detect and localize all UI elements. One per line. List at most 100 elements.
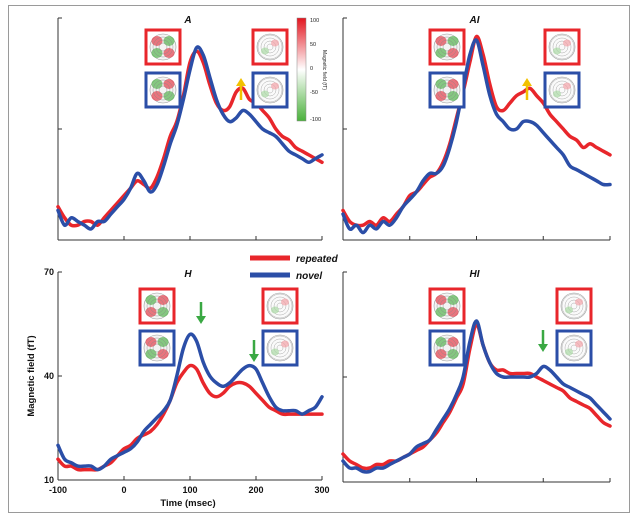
colorbar-title: Magnetic field (fT) [321,50,327,90]
contour-line [152,79,174,101]
topomap-ai-late-repeated [543,28,581,66]
contour-line [263,83,277,97]
arrow-head [236,78,246,86]
topomap-h-early-repeated [138,287,176,325]
contour-line [564,296,584,316]
contour-line [270,296,290,316]
x-tick-label: 100 [182,485,197,495]
negative-field-blob [447,91,459,101]
y-tick-label: 10 [44,475,54,485]
topomap-h-late-repeated [261,287,299,325]
positive-field-blob [157,349,169,359]
x-tick-label: 0 [121,485,126,495]
contour-line [439,340,455,356]
topomap-a-early-novel [144,71,182,109]
contour-line [439,82,455,98]
chart-panel-ai: AI [341,15,612,241]
positive-field-blob [163,48,175,58]
chart-panel-a: A [56,15,324,241]
chart-panel-hi: HI [341,269,612,483]
y-tick-label: 40 [44,371,54,381]
contour-line [273,341,287,355]
negative-field-blob [157,307,169,317]
positive-field-blob [145,307,157,317]
negative-field-blob [271,348,279,356]
positive-field-blob [435,36,447,46]
legend-label-novel: novel [296,271,322,282]
positive-field-blob [435,91,447,101]
positive-field-blob [447,79,459,89]
negative-field-blob [151,48,163,58]
topomap-hi-late-repeated [555,287,593,325]
positive-field-blob [447,307,459,317]
series-line-novel [56,45,324,231]
contour-line [552,80,572,100]
contour-line [276,302,284,310]
contour-line [273,299,287,313]
contour-line [442,343,452,353]
x-tick-label: 300 [314,485,329,495]
legend: repeated novel [250,254,339,282]
contour-line [570,302,578,310]
colorbar-mid-high-label: 50 [310,42,316,48]
negative-field-blob [435,79,447,89]
contour-line [152,36,174,58]
contour-line [149,340,165,356]
contour-line [260,80,280,100]
contour-line [146,337,168,359]
contour-line [567,341,581,355]
arrow-head [249,354,259,362]
positive-field-blob [447,48,459,58]
contour-line [436,295,458,317]
positive-field-blob [435,349,447,359]
contour-line [158,85,168,95]
contour-line [146,295,168,317]
topomap-a-early-repeated [144,28,182,66]
contour-line [439,298,455,314]
contour-line [436,36,458,58]
negative-field-blob [271,306,279,314]
topomap-hi-early-repeated [428,287,466,325]
colorbar-zero-label: 0 [310,66,313,72]
contour-line [558,86,566,94]
colorbar-max-label: 100 [310,18,319,24]
positive-field-blob [271,39,279,47]
contour-line [266,43,274,51]
contour-line [436,337,458,359]
contour-line [155,82,171,98]
negative-field-blob [163,91,175,101]
series-line-novel [341,38,612,235]
positive-field-blob [563,39,571,47]
contour-line [152,301,162,311]
negative-field-blob [565,306,573,314]
series-line-repeated [341,34,612,228]
negative-field-blob [145,295,157,305]
contour-line [558,43,566,51]
topomap-h-late-novel [261,329,299,367]
series-line-novel [56,332,324,472]
topomap-h-early-novel [138,329,176,367]
contour-line [267,293,293,319]
positive-field-blob [575,298,583,306]
panel-title: A [183,15,191,26]
positive-field-blob [435,295,447,305]
positive-field-blob [563,82,571,90]
contour-line [561,335,587,361]
green-down-arrow [249,340,259,362]
contour-line [155,39,171,55]
negative-field-blob [447,295,459,305]
panel-title: AI [469,15,480,26]
x-tick-label: 200 [248,485,263,495]
yellow-up-arrow [236,78,246,100]
topomap-hi-late-novel [555,329,593,367]
contour-line [158,42,168,52]
negative-field-blob [553,47,561,55]
series-line-novel [341,319,612,474]
negative-field-blob [145,349,157,359]
y-axis-label: Magnetic field (fT) [26,335,37,416]
positive-field-blob [281,298,289,306]
colorbar: 100 50 0 -50 -100 Magnetic field (fT) [296,17,327,123]
x-axis-label: Time (msec) [160,498,215,509]
contour-line [257,77,283,103]
green-down-arrow [538,330,548,352]
